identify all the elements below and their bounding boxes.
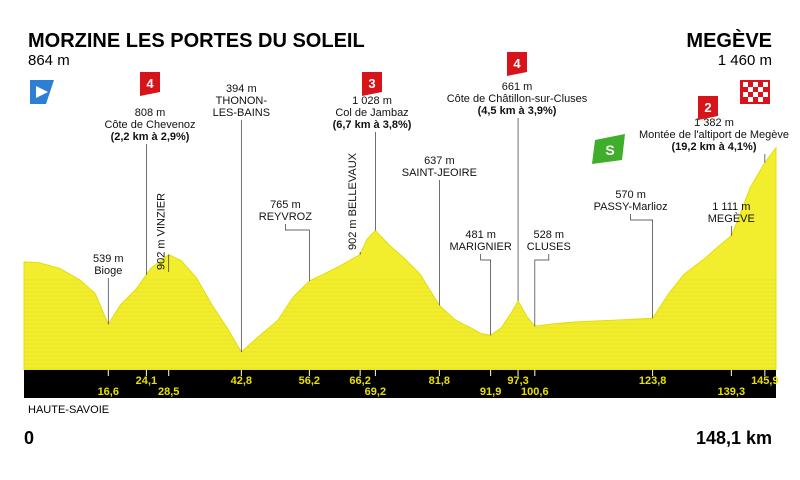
place-label: LES-BAINS (213, 107, 270, 119)
climb-label: Col de Jambaz (335, 107, 408, 119)
climb-category-number: 3 (368, 76, 375, 91)
elevation-area (23, 146, 777, 371)
sprint-badge-letter: S (605, 142, 614, 158)
km-band (24, 370, 776, 398)
km-tick-label: 24,1 (136, 375, 157, 387)
total-distance: 148,1 km (695, 428, 772, 448)
climb-label: (4,5 km à 3,9%) (478, 105, 557, 117)
km-tick-label: 42,8 (231, 375, 252, 387)
climb-category-badge: 3 (362, 72, 382, 96)
place-label: MARIGNIER (449, 241, 511, 253)
start-altitude: 864 m (28, 52, 70, 69)
place-label: 539 m (93, 253, 124, 265)
climb-category-number: 4 (146, 76, 154, 91)
place-guide-line (480, 254, 491, 336)
climb-label: (6,7 km à 3,8%) (333, 119, 412, 131)
place-label: 765 m (270, 199, 301, 211)
place-label: SAINT-JEOIRE (402, 167, 477, 179)
place-label: Bioge (94, 265, 122, 277)
climb-label: Côte de Chevenoz (104, 119, 195, 131)
sprint-badge: S (592, 134, 625, 164)
start-km: 0 (24, 428, 35, 448)
climb-category-badge: 2 (698, 96, 718, 120)
region-label: HAUTE-SAVOIE (28, 404, 110, 416)
place-label: 637 m (424, 155, 455, 167)
climb-category-badge: 4 (140, 72, 160, 96)
place-label-vertical: 902 m VINZIER (156, 193, 168, 270)
place-label: CLUSES (527, 241, 571, 253)
climb-label: 661 m (502, 81, 533, 93)
km-tick-label: 69,2 (365, 386, 386, 398)
place-guide-line (285, 224, 310, 281)
place-label: MEGÈVE (708, 212, 755, 225)
climb-label: 808 m (135, 107, 166, 119)
climb-category-badge: 4 (507, 52, 527, 76)
finish-flag-icon (740, 80, 770, 104)
finish-altitude: 1 460 m (717, 52, 772, 69)
start-arrow-icon (30, 80, 54, 104)
km-tick-label: 145,9 (751, 375, 779, 387)
km-tick-label: 56,2 (299, 375, 320, 387)
km-tick-label: 81,8 (429, 375, 450, 387)
place-label: 481 m (465, 229, 496, 241)
km-tick-label: 100,6 (521, 386, 549, 398)
place-guide-line (630, 214, 653, 319)
km-tick-label: 16,6 (98, 386, 119, 398)
km-tick-label: 66,2 (349, 375, 370, 387)
place-label-vertical: 902 m BELLEVAUX (347, 152, 359, 250)
finish-town-title: MEGÈVE (686, 30, 772, 52)
place-label: PASSY-Marlioz (594, 201, 668, 213)
profile-hatching (24, 279, 776, 369)
place-label: 394 m (226, 83, 257, 95)
place-label: REYVROZ (259, 211, 312, 223)
place-label: THONON- (216, 95, 268, 107)
climb-label: (2,2 km à 2,9%) (111, 131, 190, 143)
climb-label: (19,2 km à 4,1%) (672, 141, 757, 153)
climb-label: Côte de Châtillon-sur-Cluses (447, 93, 588, 105)
km-tick-label: 139,3 (718, 386, 746, 398)
climb-label: 1 028 m (352, 95, 392, 107)
climb-category-number: 4 (513, 56, 521, 71)
climb-category-number: 2 (704, 100, 711, 115)
climb-label: Montée de l'altiport de Megève (639, 129, 789, 141)
place-label: 1 111 m (712, 201, 750, 213)
place-label: 528 m (534, 229, 565, 241)
place-guide-line (534, 254, 550, 327)
climb-label: 1 382 m (694, 117, 734, 129)
place-label: 570 m (615, 189, 646, 201)
start-town-title: MORZINE LES PORTES DU SOLEIL (28, 30, 365, 52)
km-tick-label: 97,3 (507, 375, 528, 387)
km-tick-label: 123,8 (639, 375, 667, 387)
km-tick-label: 28,5 (158, 386, 179, 398)
km-tick-label: 91,9 (480, 386, 501, 398)
